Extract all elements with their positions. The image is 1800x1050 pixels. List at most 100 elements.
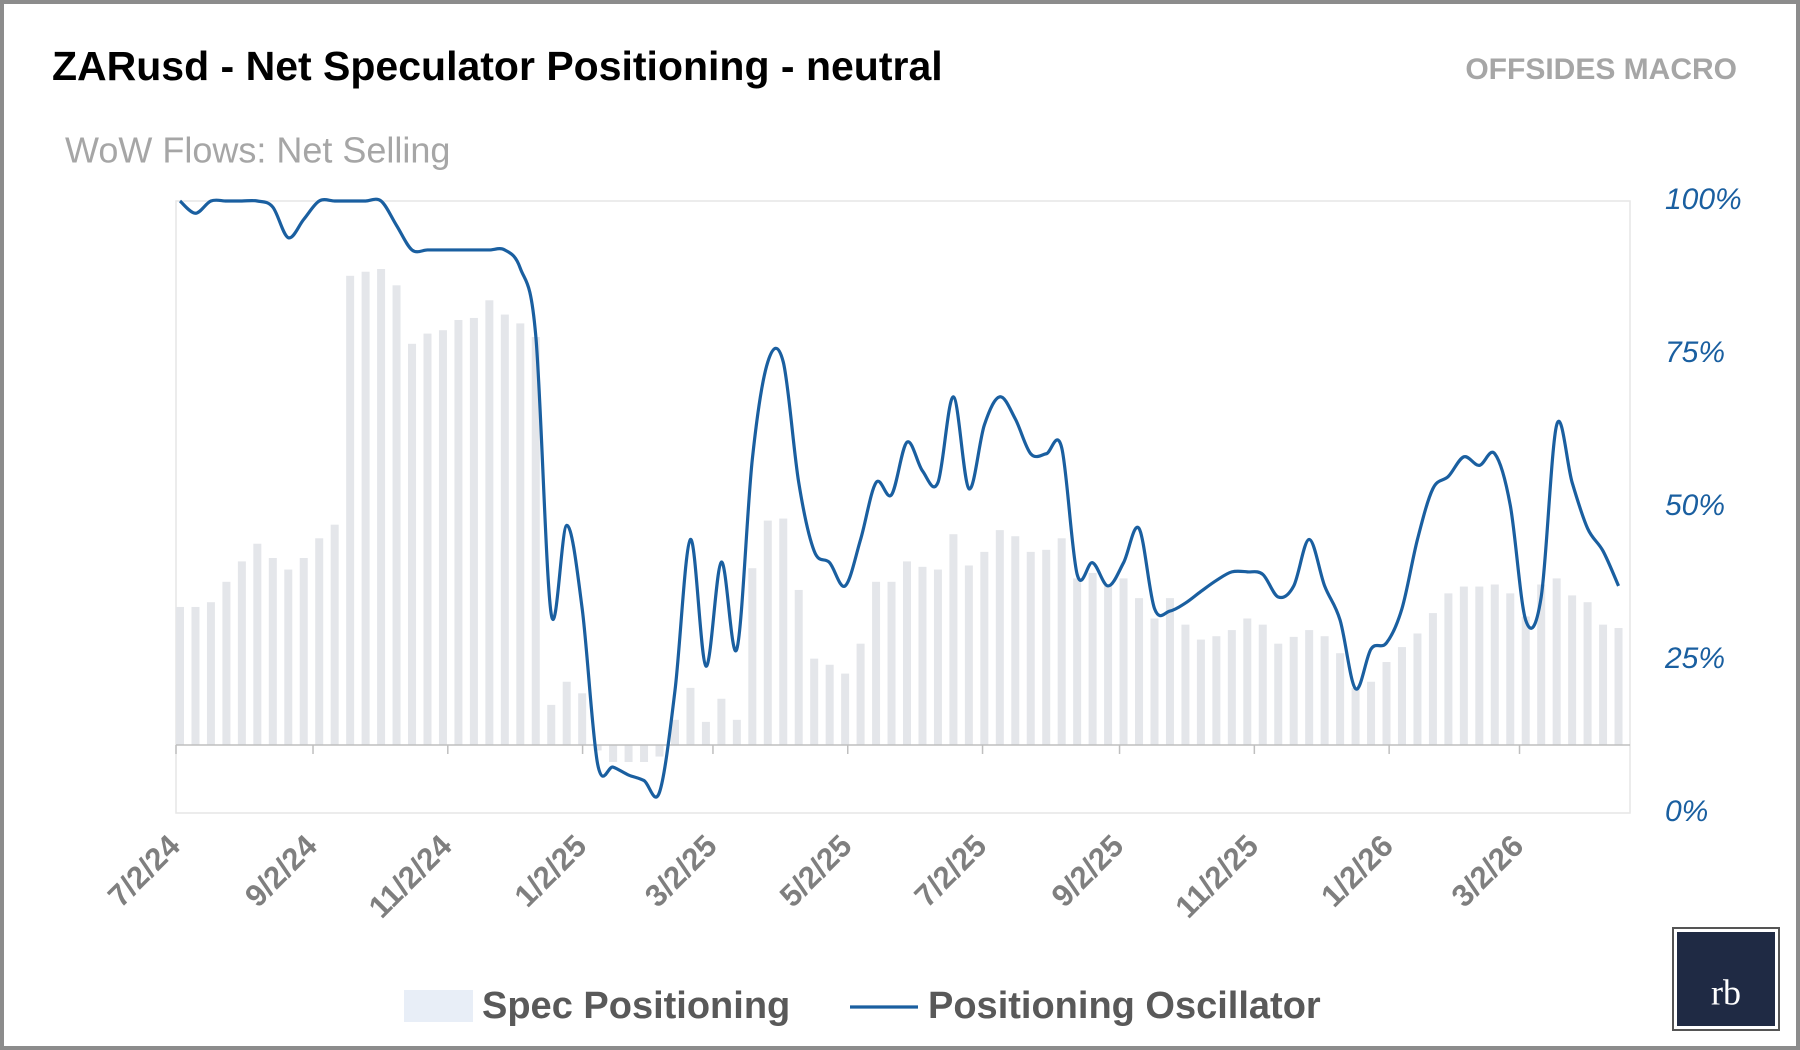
bar [1599,624,1608,745]
bar [995,530,1004,745]
bar [1227,630,1236,745]
bar [1552,578,1561,745]
bar [1243,618,1252,745]
bar [1397,647,1406,745]
bar [640,745,649,762]
y2-tick-label: 100% [1665,183,1742,216]
bar [1413,633,1422,745]
bar [1258,624,1267,745]
bar [1181,624,1190,745]
brand: OFFSIDES MACRO [1465,53,1737,86]
y2-tick-label: 75% [1665,336,1725,369]
bar [253,543,262,745]
bar [531,337,540,745]
bar [655,745,664,757]
bar [1274,643,1283,745]
legend-label: Spec Positioning [482,985,790,1027]
bar [933,569,942,745]
bar [1165,598,1174,745]
bar [1057,538,1066,745]
bar [485,300,494,745]
bar [670,719,679,745]
bar [423,333,432,745]
bar [779,518,788,745]
bar [686,687,695,745]
bar [361,271,370,745]
legend-swatch [404,990,473,1022]
logo-text: rb [1711,972,1741,1012]
bar [1212,636,1221,745]
bar [237,561,246,745]
bar [1042,549,1051,745]
bar [732,719,741,745]
bar [516,323,525,745]
bar [1475,586,1484,745]
bar [1135,598,1144,745]
bar [222,581,231,745]
bar [903,561,911,745]
bar [1119,578,1128,745]
bar [918,566,927,745]
bar [438,330,447,745]
bar [1568,595,1577,745]
plot-area [175,200,1631,814]
bar [887,581,896,745]
bar [547,704,556,745]
bar [377,269,386,745]
logo-box [1677,932,1775,1026]
y2-tick-label: 50% [1665,489,1725,522]
bar [1073,578,1082,745]
bar [578,693,587,745]
bar [1428,613,1437,745]
bar [1305,630,1314,745]
bar [408,343,417,745]
logo: rb [1672,927,1780,1031]
bar [299,558,308,745]
bar [500,314,509,745]
bar [454,320,463,745]
subtitle: WoW Flows: Net Selling [65,130,450,171]
bar [810,658,819,745]
bar [176,606,184,745]
bar [268,558,277,745]
bar [1382,662,1391,745]
y2-tick-label: 0% [1665,795,1708,828]
bar [392,285,401,745]
bar [763,520,772,745]
bar [980,551,989,745]
chart-title: ZARusd - Net Speculator Positioning - ne… [52,43,943,89]
bar [330,524,339,745]
y2-tick-label: 25% [1664,642,1725,675]
bar [856,643,865,745]
bar [1011,536,1020,745]
bar [1351,687,1360,745]
bar [609,745,618,762]
bar [206,602,215,745]
bar [562,681,571,745]
bar [624,745,633,762]
bar [841,673,850,745]
bar [191,606,200,745]
bar [1196,639,1205,745]
bar [1367,681,1376,745]
line [178,197,1620,799]
bar [949,534,958,745]
bar [1614,628,1623,745]
bar [469,317,478,745]
bar [794,589,803,745]
bar [1583,602,1592,745]
bar [1459,586,1468,745]
bar [1289,636,1298,745]
bar [748,568,757,745]
bar [1320,636,1329,745]
bar [346,275,355,745]
bar [1537,584,1546,745]
bar [1506,593,1515,745]
bar [717,698,726,745]
bar [825,664,834,745]
bar [1521,616,1530,745]
bar [1104,584,1113,745]
bar [1490,584,1499,745]
